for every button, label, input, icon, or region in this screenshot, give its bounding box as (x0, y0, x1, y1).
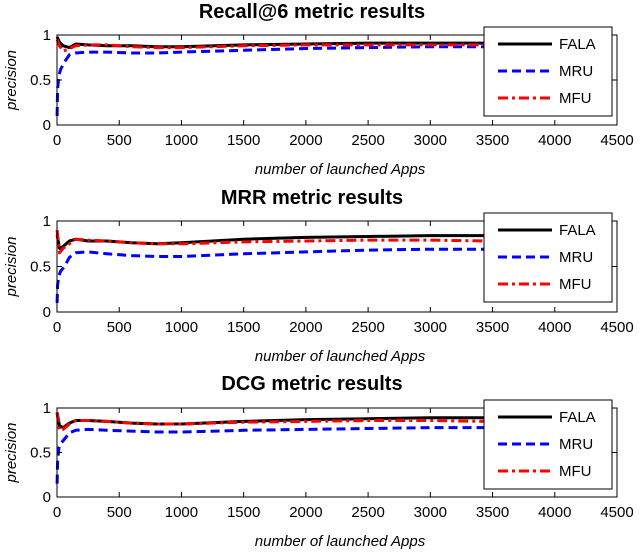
y-tick-label: 0 (43, 117, 51, 134)
series-line-mru (55, 247, 487, 303)
x-axis-label: number of launched Apps (255, 348, 426, 365)
legend-label-mfu: MFU (559, 90, 592, 107)
chart-title: Recall@6 metric results (199, 1, 425, 23)
legend-label-mru: MRU (559, 249, 593, 266)
x-tick-label: 2000 (289, 132, 322, 149)
series-line-mfu (55, 229, 487, 255)
x-tick-label: 1000 (165, 319, 198, 336)
y-tick-label: 0 (43, 304, 51, 321)
x-tick-label: 2500 (351, 132, 384, 149)
x-tick-label: 4500 (600, 504, 633, 521)
legend-label-mfu: MFU (559, 276, 592, 293)
y-axis-label: precision (3, 50, 20, 111)
y-tick-label: 1 (43, 213, 51, 230)
chart-3: DCG metric results 0 500 1000 1500 2000 2500 30… (3, 373, 634, 550)
y-tick-label: 0.5 (30, 259, 51, 276)
y-tick-label: 0 (43, 489, 51, 506)
chart-title: DCG metric results (221, 373, 402, 395)
x-tick-label: 1500 (227, 504, 260, 521)
y-tick-label: 1 (43, 400, 51, 417)
x-tick-label: 1000 (165, 504, 198, 521)
x-tick-label: 4000 (538, 132, 571, 149)
x-tick-label: 1000 (165, 132, 198, 149)
series-line-mru (55, 426, 487, 484)
y-axis-label: precision (3, 236, 20, 297)
legend-label-mru: MRU (559, 436, 593, 453)
x-tick-label: 1500 (227, 319, 260, 336)
legend-label-fala: FALA (559, 36, 596, 53)
x-axis-label: number of launched Apps (255, 161, 426, 178)
x-tick-label: 3500 (476, 319, 509, 336)
chart-title: MRR metric results (221, 187, 403, 209)
x-axis-label: number of launched Apps (255, 533, 426, 550)
x-tick-label: 3000 (414, 132, 447, 149)
x-tick-label: 500 (107, 504, 132, 521)
y-tick-label: 1 (43, 27, 51, 44)
legend-label-mfu: MFU (559, 463, 592, 480)
x-tick-label: 0 (53, 319, 61, 336)
x-tick-label: 4500 (600, 319, 633, 336)
series-line-mfu (55, 412, 487, 432)
chart-2: MRR metric results 0 500 1000 1500 2000 2500 30… (3, 187, 634, 365)
x-tick-label: 2500 (351, 319, 384, 336)
x-tick-label: 4000 (538, 319, 571, 336)
x-tick-label: 2500 (351, 504, 384, 521)
x-tick-label: 500 (107, 319, 132, 336)
y-tick-label: 0.5 (30, 445, 51, 462)
x-tick-label: 2000 (289, 319, 322, 336)
legend-label-mru: MRU (559, 63, 593, 80)
x-tick-label: 3500 (476, 504, 509, 521)
x-tick-label: 0 (53, 132, 61, 149)
x-tick-label: 0 (53, 504, 61, 521)
x-tick-label: 4500 (600, 132, 633, 149)
legend-label-fala: FALA (559, 409, 596, 426)
x-tick-label: 2000 (289, 504, 322, 521)
x-tick-label: 1500 (227, 132, 260, 149)
x-tick-label: 3500 (476, 132, 509, 149)
x-tick-label: 3000 (414, 319, 447, 336)
chart-1: Recall@6 metric results 0 500 1000 1500 2000 2… (3, 1, 634, 178)
x-tick-label: 3000 (414, 504, 447, 521)
x-tick-label: 500 (107, 132, 132, 149)
y-axis-label: precision (3, 422, 20, 483)
series-line-mfu (55, 38, 487, 53)
x-tick-label: 4000 (538, 504, 571, 521)
legend-label-fala: FALA (559, 222, 596, 239)
y-tick-label: 0.5 (30, 72, 51, 89)
series-line-mru (55, 45, 487, 117)
